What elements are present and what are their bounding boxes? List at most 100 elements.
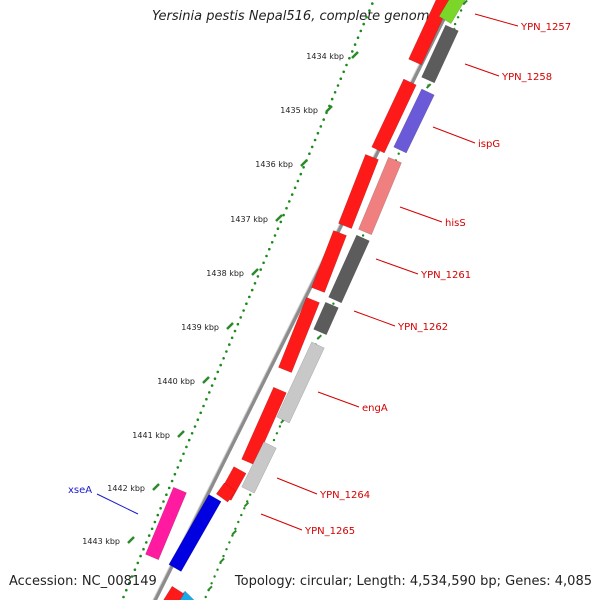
- ypn-1264-block: [241, 441, 277, 494]
- gc-dot: [142, 547, 145, 551]
- gc-dot: [133, 568, 137, 571]
- gc-dot: [216, 370, 220, 374]
- minor-tick: [462, 0, 468, 6]
- scale-tick: [127, 536, 135, 544]
- gc-dot: [299, 172, 303, 176]
- gc-dot: [345, 63, 348, 67]
- leader-line: [464, 63, 500, 77]
- gc-dot: [351, 50, 354, 53]
- gene-label: xseA: [68, 485, 92, 496]
- gene-label: YPN_1261: [420, 270, 471, 281]
- scale-tick: [300, 159, 308, 167]
- label-leader-lines: [96, 13, 519, 531]
- leader-line: [317, 391, 360, 408]
- gc-dot: [233, 329, 237, 333]
- gc-dot: [353, 43, 357, 46]
- genome-backbone-highlight: [152, 0, 452, 600]
- gc-dot-outer: [361, 234, 365, 237]
- gc-dot: [330, 97, 334, 101]
- scale-tick: [351, 51, 359, 59]
- scale-label: 1435 kbp: [280, 106, 318, 115]
- gene-label: YPN_1262: [397, 322, 448, 333]
- gc-dot: [210, 384, 214, 387]
- gc-dot-outer: [243, 507, 246, 510]
- enga-block: [276, 341, 325, 424]
- gc-dot-outer: [210, 582, 213, 585]
- gc-dot: [265, 254, 268, 258]
- gc-dot: [225, 350, 228, 353]
- gc-dot: [356, 36, 360, 39]
- gc-dot: [319, 125, 323, 128]
- leader-line: [474, 13, 519, 27]
- gc-dot: [193, 425, 197, 428]
- gc-dot: [362, 22, 366, 26]
- scale-tick: [152, 483, 160, 491]
- scale-tick: [202, 376, 210, 384]
- scale-label: 1439 kbp: [181, 323, 219, 332]
- gc-dot: [239, 316, 242, 319]
- gc-dot: [248, 295, 251, 299]
- leader-line: [399, 206, 443, 223]
- gc-dot: [136, 561, 140, 565]
- gc-dot-outer: [222, 554, 225, 558]
- gc-dot: [342, 70, 346, 74]
- gc-dot: [259, 268, 263, 271]
- gc-dot: [371, 2, 374, 5]
- scale-label: 1442 kbp: [107, 484, 145, 493]
- scale-tick: [325, 105, 333, 113]
- map-title: Yersinia pestis Nepal516, complete genom…: [152, 9, 438, 24]
- gene-label: YPN_1265: [304, 526, 355, 537]
- gc-dot: [147, 534, 151, 537]
- gene-label: YPN_1264: [319, 490, 370, 501]
- gc-dot: [296, 179, 300, 183]
- gc-dot: [285, 206, 288, 210]
- gc-dot: [127, 582, 131, 585]
- gc-dot: [213, 377, 217, 381]
- gc-dot: [262, 261, 265, 265]
- gc-dot: [139, 554, 142, 558]
- leader-line: [276, 477, 318, 495]
- gc-dot: [242, 309, 245, 312]
- gc-dot-outer: [249, 493, 252, 496]
- hiss-block: [358, 156, 402, 236]
- gc-dot: [230, 336, 234, 340]
- gc-dot: [190, 432, 194, 435]
- gc-dot: [256, 275, 260, 278]
- gc-dot: [336, 84, 340, 87]
- gc-dot: [359, 29, 363, 33]
- gc-dot-outer: [225, 548, 228, 551]
- gc-dot-outer: [204, 595, 207, 599]
- gc-dot: [322, 118, 326, 121]
- gc-dot: [222, 357, 225, 360]
- gc-dot: [245, 302, 248, 306]
- gc-dot: [125, 588, 128, 592]
- scale-tick: [177, 430, 185, 438]
- gc-dot: [273, 234, 277, 237]
- gc-dot: [368, 9, 371, 12]
- gc-dot-outer: [240, 513, 243, 517]
- gc-dot: [253, 282, 257, 285]
- gc-dot: [162, 500, 165, 503]
- gc-dot: [187, 438, 191, 442]
- minor-tick: [243, 501, 250, 508]
- scale-tick: [275, 214, 283, 222]
- cds-forward-block: [311, 230, 347, 293]
- gc-dot-outer: [459, 9, 463, 12]
- leader-line: [96, 493, 139, 515]
- gene-features: [145, 0, 466, 600]
- gene-label: hisS: [445, 218, 466, 229]
- gc-dot-outer: [453, 22, 457, 26]
- gene-label: YPN_1258: [501, 72, 552, 83]
- ispg-block: [393, 88, 435, 154]
- gc-dot: [302, 166, 305, 169]
- scale-label: 1436 kbp: [255, 160, 293, 169]
- cds-forward-block: [215, 482, 237, 503]
- gc-dot: [270, 241, 274, 244]
- gene-label: YPN_1257: [520, 22, 571, 33]
- gc-dot: [290, 193, 294, 196]
- gc-dot-outer: [272, 438, 276, 442]
- gc-dot: [202, 404, 205, 408]
- gc-dot: [130, 575, 134, 578]
